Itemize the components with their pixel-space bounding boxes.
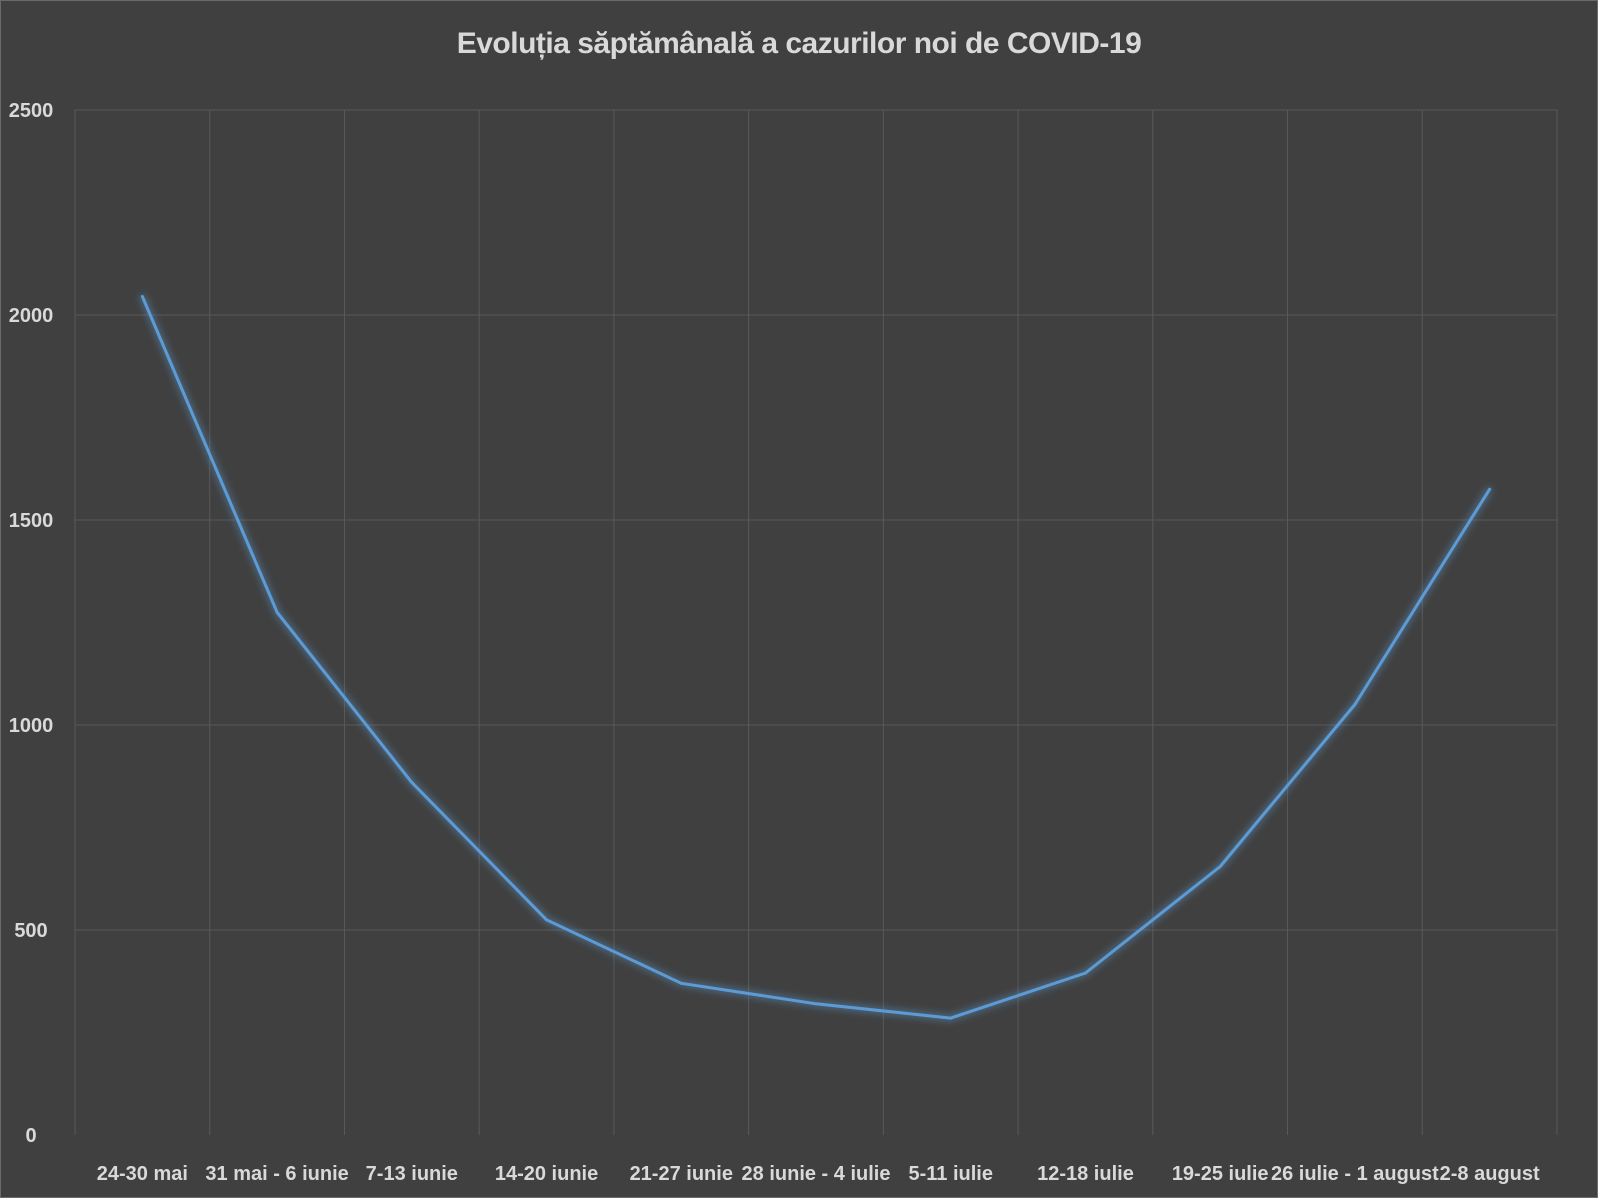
data-point	[1353, 703, 1357, 706]
x-tick-label: 2-8 august	[1440, 1163, 1540, 1185]
data-point	[1218, 864, 1222, 868]
data-point	[1083, 971, 1087, 975]
data-point	[814, 1002, 818, 1006]
x-tick-label: 28 iunie - 4 iulie	[742, 1163, 891, 1185]
x-tick-label: 21-27 iunie	[630, 1163, 733, 1185]
data-point	[679, 981, 683, 985]
series-layer	[140, 295, 1492, 1020]
data-point	[275, 610, 279, 614]
x-axis-tick-labels: 24-30 mai 31 mai - 6 iunie 7-13 iunie 14-20…	[97, 1163, 1540, 1185]
y-tick-label: 1000	[9, 715, 54, 737]
y-tick-label: 2500	[9, 100, 54, 122]
x-tick-label: 26 iulie - 1 august	[1271, 1163, 1439, 1185]
y-tick-label: 1500	[9, 510, 54, 532]
data-point	[545, 918, 549, 922]
data-point	[949, 1016, 953, 1020]
data-point	[1488, 487, 1492, 491]
x-tick-label: 19-25 iulie	[1172, 1163, 1269, 1185]
x-tick-label: 5-11 iulie	[908, 1163, 993, 1185]
x-tick-label: 14-20 iunie	[495, 1163, 598, 1185]
y-tick-label: 0	[25, 1125, 36, 1147]
data-point	[140, 295, 144, 299]
y-tick-label: 500	[14, 920, 47, 942]
gridlines	[74, 109, 1558, 1135]
data-point	[410, 780, 414, 784]
chart-title: Evoluția săptămânală a cazurilor noi de …	[456, 27, 1142, 60]
x-tick-label: 12-18 iulie	[1037, 1163, 1134, 1185]
x-tick-label: 31 mai - 6 iunie	[205, 1163, 348, 1185]
x-tick-label: 7-13 iunie	[366, 1163, 458, 1185]
y-tick-label: 2000	[9, 305, 54, 327]
y-axis-tick-labels: 0 500 1000 1500 2000 2500	[9, 100, 54, 1147]
x-tick-label: 24-30 mai	[97, 1163, 188, 1185]
